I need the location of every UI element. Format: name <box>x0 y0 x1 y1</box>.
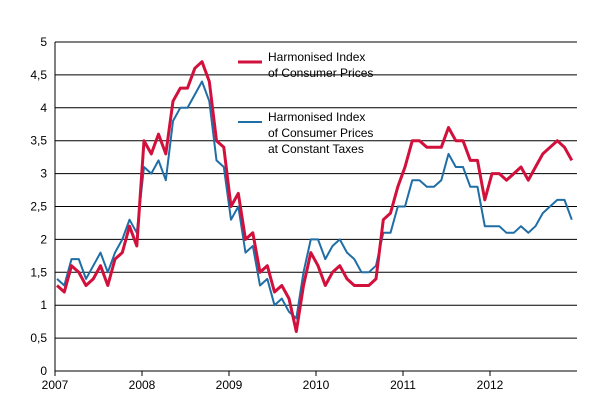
y-tick-label: 3,5 <box>30 134 47 148</box>
x-tick-label: 2012 <box>477 378 504 392</box>
x-tick-label: 2008 <box>129 378 156 392</box>
x-tick-label: 2009 <box>216 378 243 392</box>
y-tick-label: 1,5 <box>30 265 47 279</box>
y-tick-label: 0 <box>40 364 47 378</box>
series-line <box>56 60 574 333</box>
y-tick-label: 5 <box>40 35 47 49</box>
x-tick-label: 2011 <box>390 378 416 392</box>
y-tick-label: 1 <box>40 298 47 312</box>
y-tick-label: 2,5 <box>30 200 47 214</box>
x-tick-label: 2007 <box>42 378 69 392</box>
y-tick-label: 4 <box>40 101 47 115</box>
legend-label: Harmonised Index of Consumer Prices at Con… <box>268 110 373 156</box>
y-tick-label: 0,5 <box>30 331 47 345</box>
legend-label: Harmonised Index of Consumer Prices <box>268 50 373 80</box>
y-tick-label: 4,5 <box>30 68 47 82</box>
x-tick-label: 2010 <box>303 378 330 392</box>
y-tick-label: 2 <box>40 232 47 246</box>
y-tick-label: 3 <box>40 167 47 181</box>
